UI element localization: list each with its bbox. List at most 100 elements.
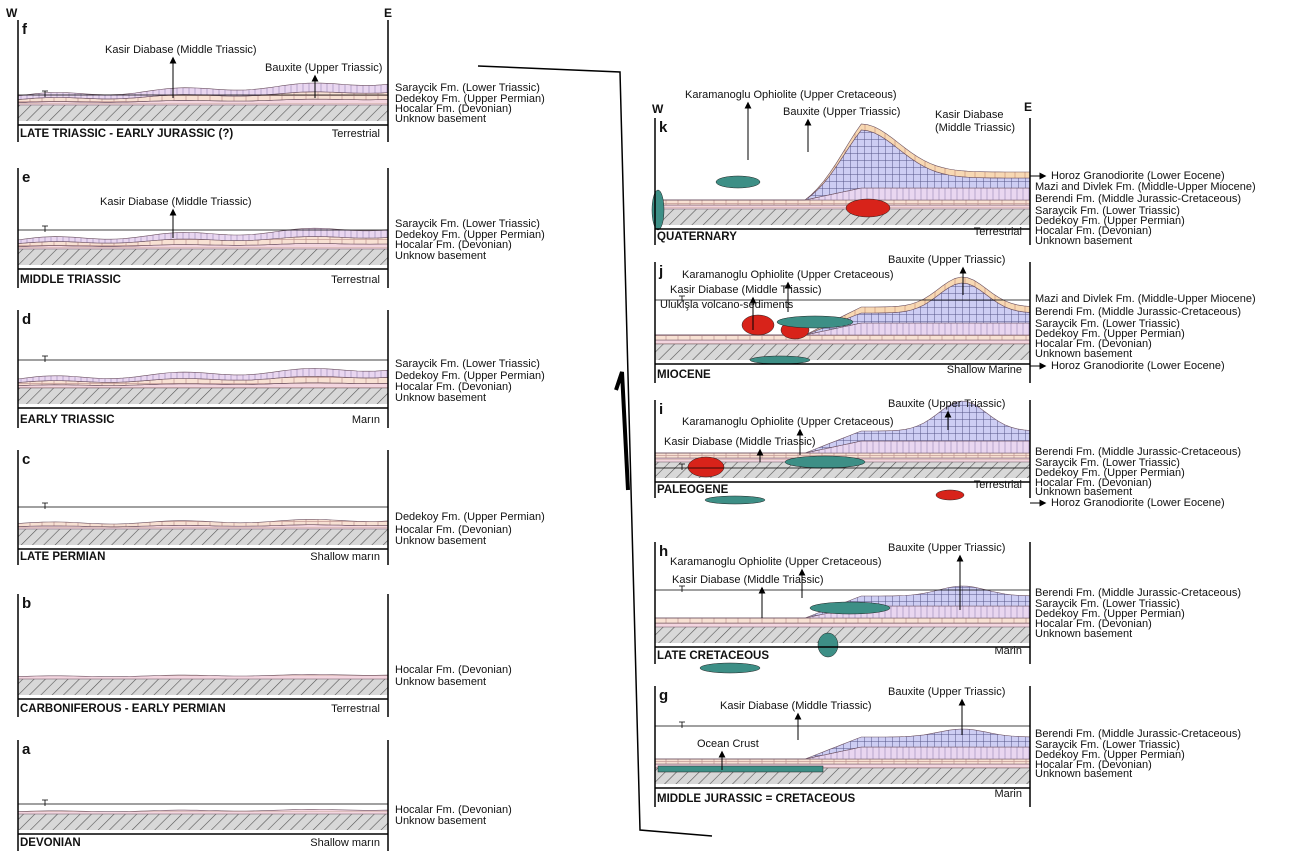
intrusion (705, 496, 765, 504)
callout-label: Karamanoglu Ophiolite (Upper Cretaceous) (670, 556, 882, 568)
environment: Terrestrial (974, 226, 1022, 238)
intrusion (818, 633, 838, 657)
panel-letter: h (659, 543, 668, 560)
unit-label: Unknown basement (1035, 768, 1132, 780)
stratum (655, 759, 1030, 764)
callout-label: Bauxite (Upper Triassic) (888, 398, 1005, 410)
basement (655, 627, 1030, 643)
stratum (18, 674, 388, 679)
basement (18, 529, 388, 545)
period: MIDDLE TRIASSIC (20, 274, 121, 286)
period: PALEOGENE (657, 484, 729, 496)
callout-label: Kasir Diabase (Middle Triassic) (670, 284, 822, 296)
unit-label: Saraycik Fm. (Lower Triassic) (395, 358, 540, 370)
intrusion (777, 316, 853, 328)
unit-label: Unknow basement (395, 815, 486, 827)
stratum (18, 809, 388, 814)
unit-label: Unknow basement (395, 250, 486, 262)
sea-symbol (42, 226, 48, 232)
basement (18, 814, 388, 830)
unit-label: Unknow basement (395, 676, 486, 688)
callout-label: Kasir Diabase (935, 109, 1003, 121)
environment: Marin (994, 645, 1022, 657)
unit-label: Horoz Granodiorite (Lower Eocene) (1051, 360, 1225, 372)
unit-label: Berendi Fm. (Middle Jurassic-Cretaceous) (1035, 306, 1241, 318)
sea-symbol (42, 503, 48, 509)
panel-letter: k (659, 119, 668, 136)
compass-east: E (1024, 100, 1032, 114)
environment: Terrestrial (332, 128, 380, 140)
basement (655, 344, 1030, 360)
unit-label: Mazi and Divlek Fm. (Middle-Upper Miocen… (1035, 181, 1256, 193)
callout-label: Bauxite (Upper Triassic) (888, 542, 1005, 554)
intrusion (846, 199, 890, 217)
callout-label: Karamanoglu Ophiolite (Upper Cretaceous) (685, 89, 897, 101)
unit-label: Horoz Granodiorite (Lower Eocene) (1051, 497, 1225, 509)
intrusion (688, 457, 724, 477)
callout-label: Bauxite (Upper Triassic) (265, 62, 382, 74)
stratum (655, 623, 1030, 627)
unit-label: Unknown basement (1035, 628, 1132, 640)
environment: Shallow marın (310, 551, 380, 563)
sea-symbol (679, 722, 685, 728)
period: EARLY TRIASSIC (20, 414, 115, 426)
intrusion (750, 356, 810, 364)
intrusion (700, 663, 760, 673)
basement (655, 209, 1030, 225)
stratum (655, 200, 1030, 205)
environment: Terrestrıal (331, 703, 380, 715)
callout-label: (Middle Triassic) (935, 122, 1015, 134)
panel-letter: j (658, 263, 663, 280)
panel-letter: f (22, 21, 28, 38)
compass-west: W (652, 102, 664, 116)
intrusion (810, 602, 890, 614)
callout-label: Bauxite (Upper Triassic) (888, 686, 1005, 698)
period: LATE TRIASSIC - EARLY JURASSIC (?) (20, 128, 233, 140)
unit-label: Unknown basement (1035, 235, 1132, 247)
intrusion (652, 190, 664, 230)
cross-section-figure: W E W Ef LATE TRIASSIC - EARLY JURASSIC (?) T… (0, 0, 1306, 852)
basement (18, 249, 388, 265)
callout-label: Karamanoglu Ophiolite (Upper Cretaceous) (682, 269, 894, 281)
panel-letter: d (22, 311, 31, 328)
compass-west: W (6, 6, 18, 20)
callout-label: Karamanoglu Ophiolite (Upper Cretaceous) (682, 416, 894, 428)
sea-symbol (679, 586, 685, 592)
intrusion (785, 456, 865, 468)
period: MIOCENE (657, 369, 711, 381)
callout-label: Kasir Diabase (Middle Triassic) (664, 436, 816, 448)
basement (18, 388, 388, 404)
period: LATE CRETACEOUS (657, 650, 769, 662)
unit-label: Berendi Fm. (Middle Jurassic-Cretaceous) (1035, 193, 1241, 205)
stratum (655, 205, 1030, 209)
callout-label: Kasir Diabase (Middle Triassic) (105, 44, 257, 56)
environment: Shallow Marine (947, 364, 1022, 376)
sequence-arrow (616, 372, 628, 490)
sea-symbol (42, 800, 48, 806)
period: LATE PERMIAN (20, 551, 105, 563)
panel-letter: b (22, 595, 31, 612)
environment: Marin (994, 788, 1022, 800)
period: DEVONIAN (20, 837, 81, 849)
callout-label: Kasir Diabase (Middle Triassic) (672, 574, 824, 586)
ocean-crust (658, 766, 823, 772)
callout-label: Kasir Diabase (Middle Triassic) (100, 196, 252, 208)
environment: Terrestrıal (331, 274, 380, 286)
environment: Shallow marın (310, 837, 380, 849)
intrusion (716, 176, 760, 188)
callout-label: Bauxite (Upper Triassic) (888, 254, 1005, 266)
period: QUATERNARY (657, 231, 737, 243)
intrusion (936, 490, 964, 500)
basement (18, 679, 388, 695)
unit-label: Mazi and Divlek Fm. (Middle-Upper Miocen… (1035, 293, 1256, 305)
unit-label: Unknow basement (395, 392, 486, 404)
unit-label: Unknown basement (1035, 348, 1132, 360)
period: CARBONIFEROUS - EARLY PERMIAN (20, 703, 226, 715)
unit-label: Unknow basement (395, 113, 486, 125)
intrusion (742, 315, 774, 335)
compass-east: E (384, 6, 392, 20)
sea-symbol (42, 356, 48, 362)
environment: Terrestrial (974, 479, 1022, 491)
panel-letter: i (659, 401, 663, 418)
panel-letter: c (22, 451, 30, 468)
